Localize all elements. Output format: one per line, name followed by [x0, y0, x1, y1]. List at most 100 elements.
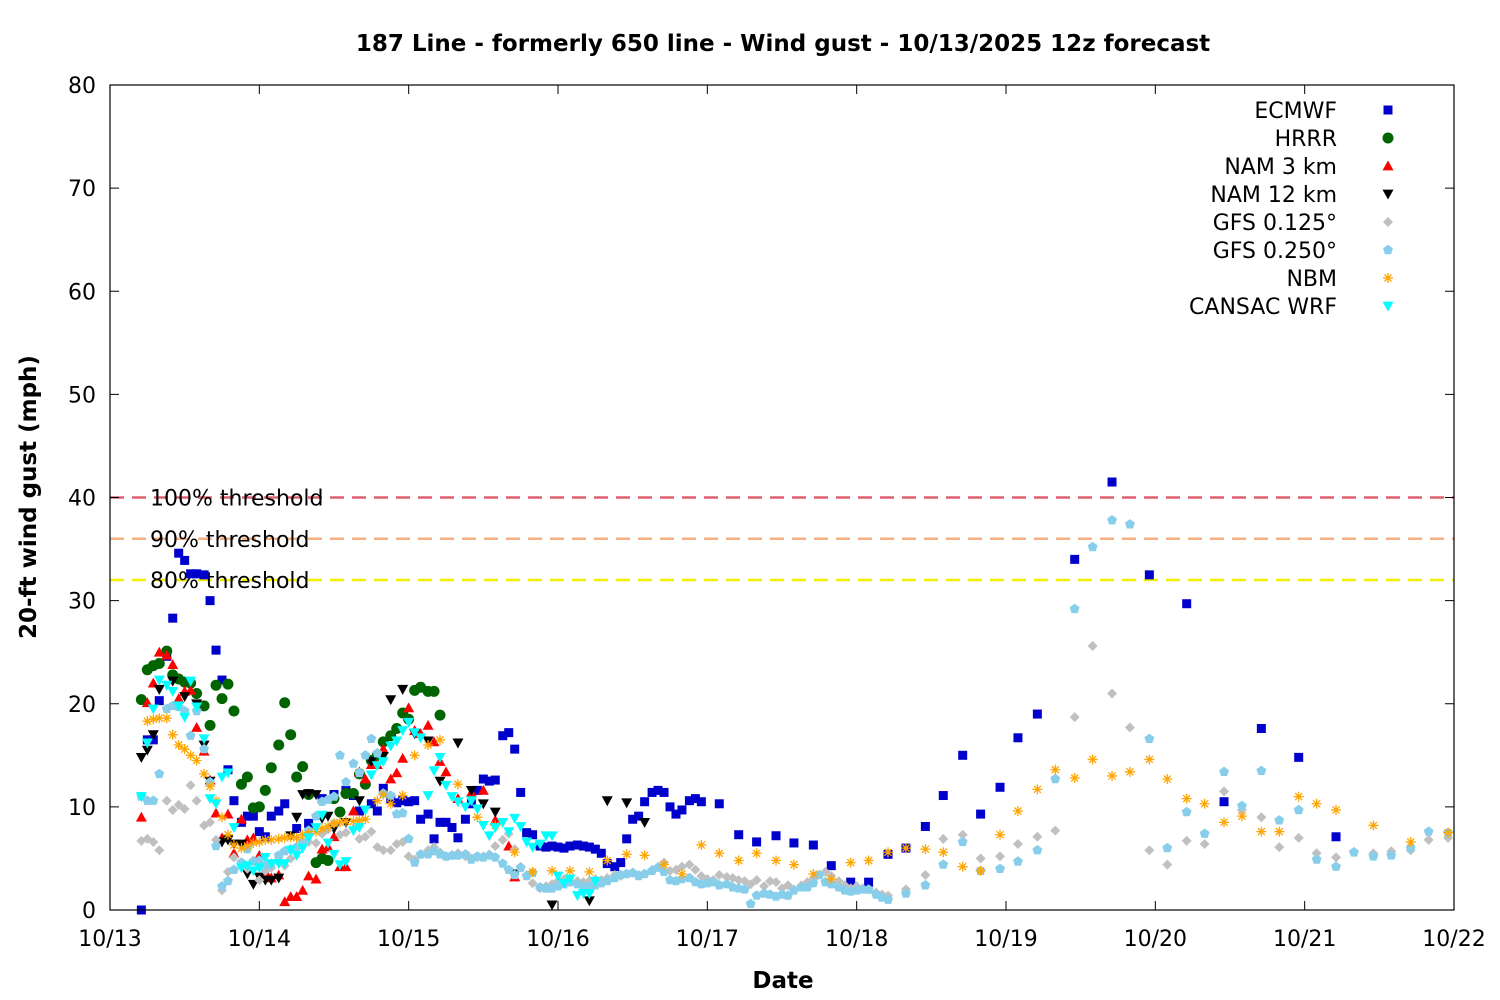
data-point — [1199, 839, 1210, 849]
legend: ECMWF HRRR NAM 3 km NAM 12 km GFS 0.125° GFS … — [1189, 99, 1394, 320]
data-point — [254, 875, 265, 886]
x-axis-title: Date — [752, 968, 813, 994]
data-point — [527, 842, 539, 853]
data-point — [541, 842, 551, 852]
data-point — [640, 797, 650, 807]
data-point — [222, 808, 234, 819]
data-point — [515, 822, 527, 832]
data-point — [210, 679, 222, 691]
data-point — [359, 805, 371, 816]
data-point — [938, 847, 949, 858]
data-point — [1219, 766, 1229, 776]
data-point — [422, 791, 434, 802]
data-point — [409, 728, 421, 739]
data-point — [1256, 812, 1267, 823]
data-point — [975, 865, 986, 876]
data-point — [734, 830, 744, 840]
data-point — [322, 838, 334, 849]
data-point — [596, 848, 606, 858]
data-point — [503, 827, 515, 838]
data-point — [1293, 791, 1304, 802]
data-point — [516, 787, 526, 797]
data-point — [1144, 570, 1154, 580]
data-point — [490, 841, 501, 852]
data-point — [141, 738, 153, 749]
data-point — [205, 596, 215, 606]
data-point — [808, 878, 819, 888]
data-point — [360, 750, 371, 760]
data-point — [297, 761, 309, 773]
data-point — [527, 878, 538, 889]
data-point — [385, 695, 397, 706]
data-point — [1331, 861, 1341, 871]
data-point — [191, 755, 202, 766]
data-point — [210, 799, 222, 810]
data-point — [1256, 724, 1266, 733]
data-point — [141, 745, 153, 756]
data-point — [415, 849, 426, 859]
data-point — [360, 831, 371, 842]
data-point — [353, 796, 365, 807]
data-point — [583, 889, 595, 899]
data-point — [216, 772, 228, 783]
x-tick-label: 10/22 — [1422, 927, 1485, 952]
data-point — [435, 734, 446, 745]
data-point — [291, 891, 303, 901]
data-point — [211, 645, 221, 655]
data-point — [328, 849, 340, 860]
y-tick-label: 0 — [82, 899, 96, 924]
data-point — [348, 758, 359, 768]
data-point — [217, 812, 227, 823]
legend-marker — [1383, 273, 1393, 283]
data-point — [1107, 770, 1118, 781]
data-point — [1237, 800, 1247, 811]
data-point — [653, 785, 663, 795]
data-point — [198, 734, 210, 745]
data-point — [1107, 688, 1118, 699]
data-point — [497, 858, 508, 868]
data-point — [385, 741, 397, 752]
data-point — [477, 784, 489, 795]
data-point — [179, 692, 191, 703]
data-point — [460, 814, 470, 824]
data-point — [534, 839, 546, 850]
data-point — [223, 875, 233, 886]
data-point — [279, 697, 291, 709]
data-point — [864, 877, 874, 887]
data-point — [938, 791, 948, 801]
data-point — [622, 834, 632, 844]
data-point — [490, 775, 500, 785]
data-point — [938, 859, 949, 869]
data-point — [616, 858, 626, 868]
data-point — [1386, 850, 1397, 860]
data-point — [583, 896, 595, 907]
series-cansac-wrf — [135, 675, 601, 902]
data-point — [148, 714, 159, 725]
data-point — [248, 811, 258, 821]
data-point — [1368, 820, 1379, 831]
data-point — [1349, 847, 1359, 857]
data-point — [920, 821, 930, 831]
data-point — [639, 868, 650, 879]
data-point — [391, 723, 403, 734]
data-point — [242, 811, 252, 821]
data-point — [205, 781, 216, 792]
data-point — [920, 869, 931, 880]
data-point — [808, 868, 819, 879]
data-point — [1162, 842, 1173, 853]
data-point — [241, 861, 253, 872]
data-point — [291, 812, 303, 823]
data-point — [639, 817, 651, 828]
data-point — [199, 743, 209, 754]
data-point — [135, 792, 147, 803]
data-point — [334, 817, 345, 828]
data-point — [504, 728, 514, 738]
data-point — [553, 842, 563, 852]
data-point — [1331, 832, 1341, 842]
data-point — [440, 766, 452, 777]
data-point — [341, 776, 351, 787]
data-point — [739, 884, 750, 894]
data-point — [628, 814, 638, 824]
data-point — [621, 849, 632, 860]
data-point — [1181, 806, 1192, 817]
